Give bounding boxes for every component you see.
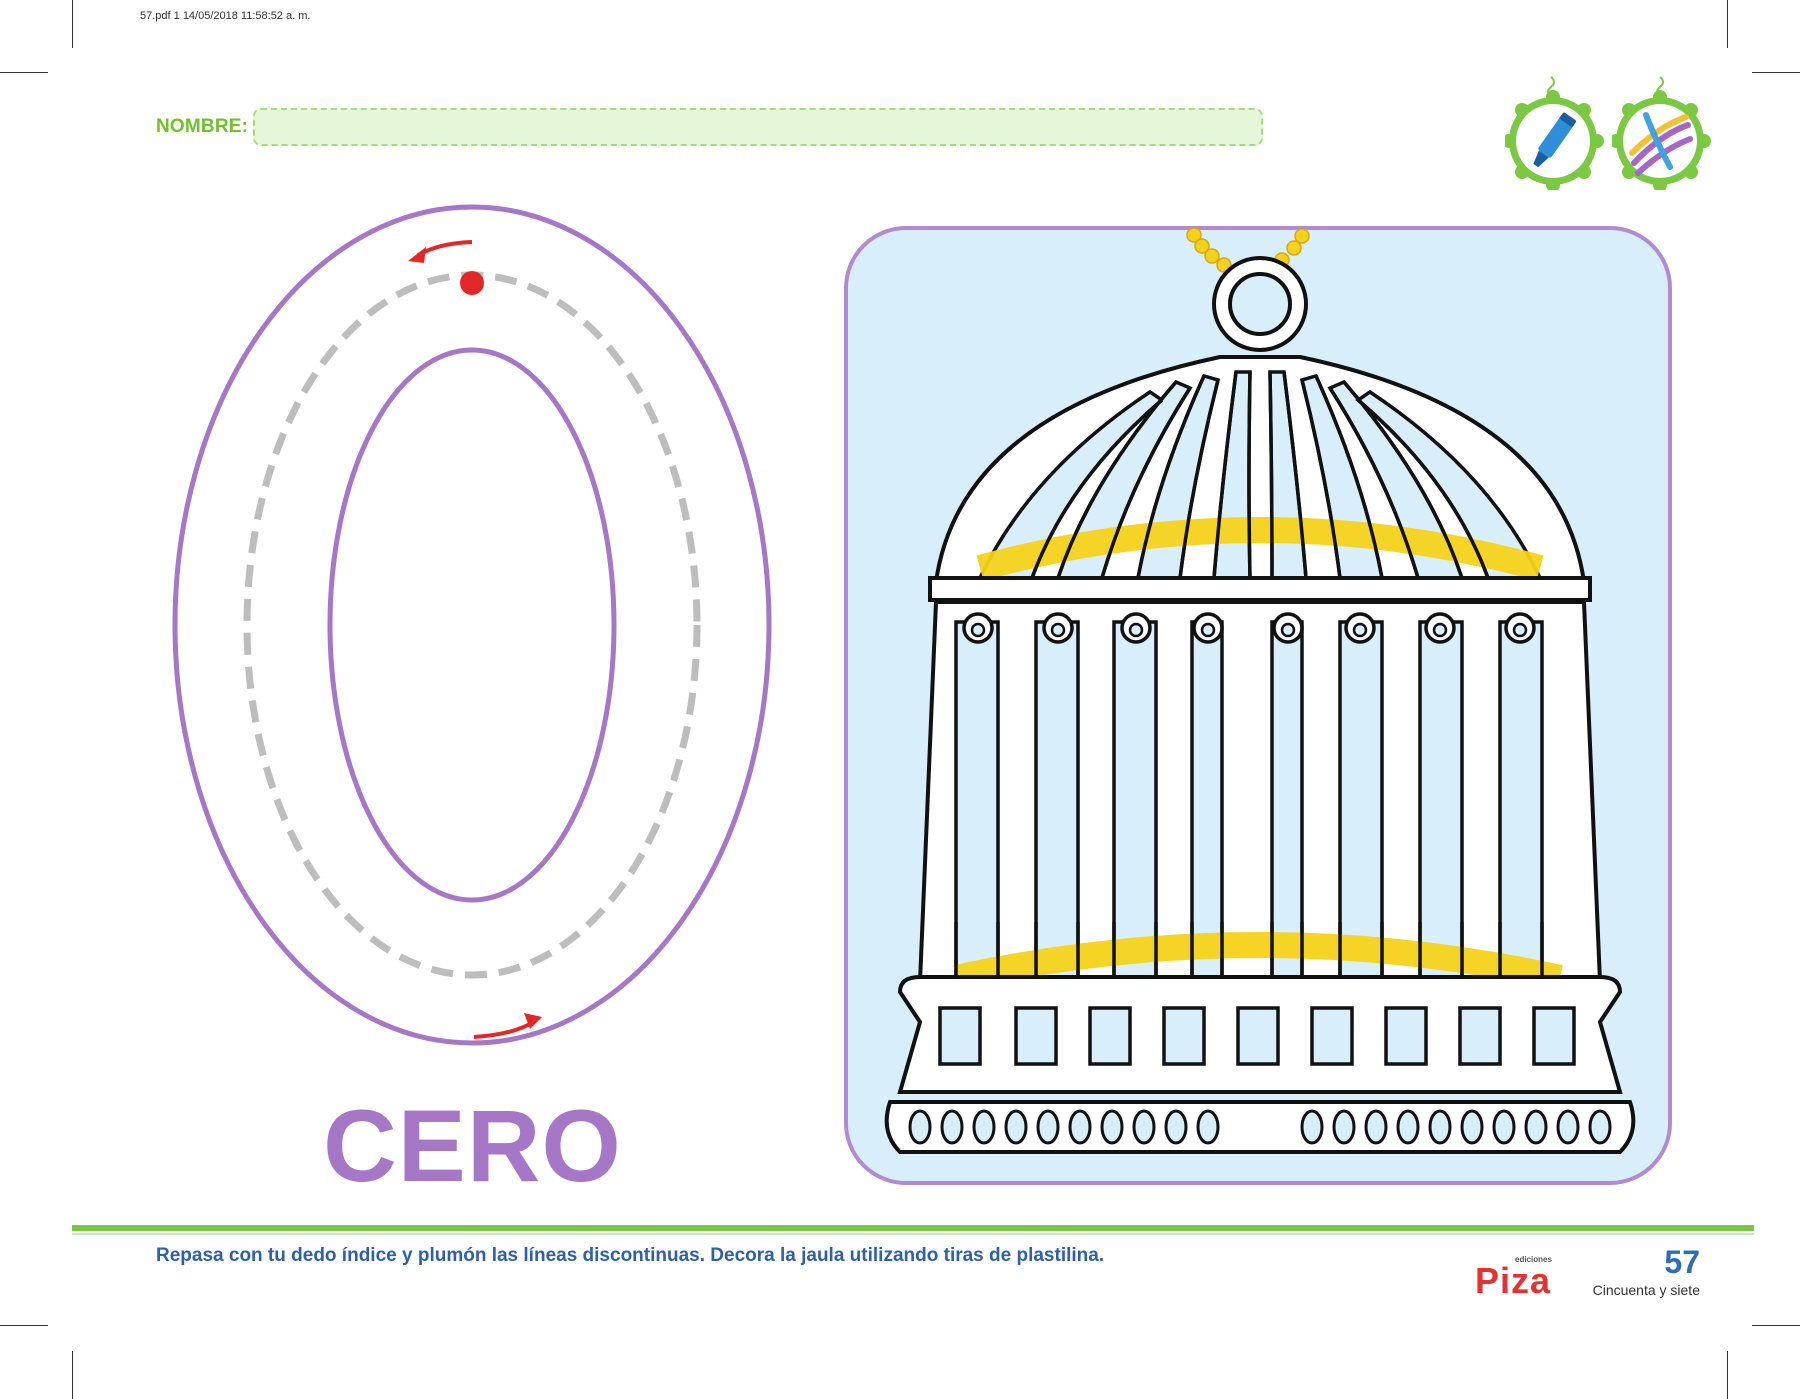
number-word: CERO [323,1089,622,1203]
plasticine-badge [1612,76,1711,190]
print-slug: 57.pdf 1 14/05/2018 11:58:52 a. m. [140,10,311,22]
publisher-name: Piza [1475,1260,1552,1301]
instruction-text: Repasa con tu dedo índice y plumón las l… [156,1245,1105,1266]
plasticine-band[interactable] [953,932,1563,991]
start-dot [460,271,484,295]
page-number-words: Cincuenta y siete [1592,1282,1700,1298]
footer-rule-shadow [72,1233,1754,1235]
page-number: 57 [1664,1244,1700,1280]
crop-mark [1727,1351,1728,1399]
name-field[interactable] [253,108,1263,146]
crop-mark [72,1351,73,1399]
zero-outer-outline [172,204,772,1046]
crop-mark [0,1325,48,1326]
arrow-left-icon [408,240,473,263]
trace-path[interactable] [243,271,701,979]
crop-mark [1727,0,1728,48]
name-label: NOMBRE: [156,116,249,137]
crop-mark [72,0,73,48]
publisher-tagline: ediciones [1515,1255,1552,1264]
number-zero [172,204,772,1046]
crop-mark [1752,72,1800,73]
scalloped-frame-icon [1505,90,1604,190]
zero-inner-outline [327,347,617,903]
marker-icon [1533,112,1576,168]
crop-mark [0,72,48,73]
plasticine-band[interactable] [976,517,1544,581]
crop-mark [1752,1325,1800,1326]
birdcage-panel [844,226,1672,1185]
plasticine-strips-icon [1629,112,1693,176]
footer-rule [72,1225,1754,1231]
marker-badge [1505,76,1604,190]
publisher-logo: ediciones Piza [1475,1255,1561,1301]
birdcage-icon[interactable] [884,227,1636,1154]
arrow-right-icon [473,1013,542,1039]
